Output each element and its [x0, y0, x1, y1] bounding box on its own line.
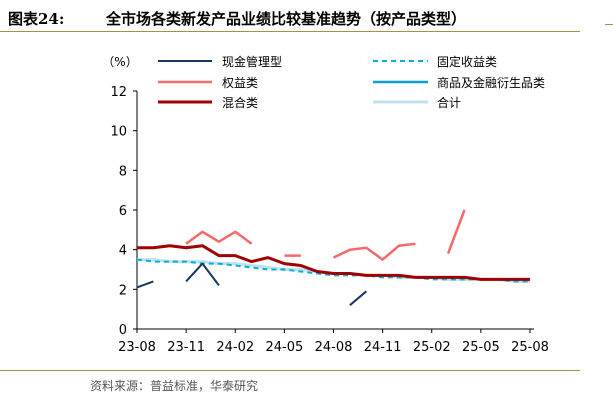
- axes: 0 2 4 6 8 10 12 23-08 23-11 24-02 24-05 24-08 24-11 2…: [110, 85, 548, 355]
- y-tick-label: 6: [119, 204, 127, 219]
- series-line-4: [137, 244, 530, 281]
- y-tick-label: 4: [119, 244, 127, 259]
- series-line-2: [332, 242, 416, 261]
- x-tick-label: 23-11: [167, 340, 205, 355]
- y-tick-label: 8: [119, 164, 127, 179]
- series-layer: [136, 209, 530, 306]
- series-line-0: [185, 262, 220, 287]
- figure-title: 全市场各类新发产品业绩比较基准趋势（按产品类型）: [106, 10, 467, 28]
- y-tick-label: 10: [110, 125, 127, 140]
- legend-label-2: 权益类: [222, 76, 258, 90]
- footer-rule: [0, 370, 580, 371]
- legend-label-5: 合计: [437, 95, 461, 110]
- source-note: 资料来源：普益标准，华泰研究: [90, 379, 259, 393]
- x-tick-label: 23-08: [118, 340, 156, 355]
- title-rule: [0, 31, 580, 32]
- series-line-2: [446, 209, 466, 255]
- legend-label-4: 混合类: [222, 95, 258, 110]
- legend-label-1: 固定收益类: [437, 54, 497, 69]
- edge-rule: [605, 24, 613, 25]
- figure-number: 图表24:: [8, 10, 65, 28]
- x-tick-label: 24-08: [315, 340, 353, 355]
- x-tick-label: 24-11: [364, 340, 402, 355]
- series-line-0: [136, 280, 154, 289]
- x-tick-label: 25-02: [413, 340, 451, 355]
- legend-label-3: 商品及金融衍生品类: [437, 75, 545, 90]
- series-line-2: [185, 230, 253, 245]
- x-tick-label: 24-02: [216, 340, 254, 355]
- y-tick-label: 2: [119, 283, 127, 298]
- y-tick-label: 0: [119, 323, 127, 338]
- series-line-0: [349, 290, 367, 306]
- y-axis-label: （%）: [102, 55, 137, 69]
- x-tick-label: 24-05: [265, 340, 303, 355]
- legend-label-0: 现金管理型: [222, 54, 282, 69]
- x-tick-label: 25-05: [462, 340, 500, 355]
- x-tick-label: 25-08: [511, 340, 549, 355]
- y-tick-label: 12: [110, 85, 127, 100]
